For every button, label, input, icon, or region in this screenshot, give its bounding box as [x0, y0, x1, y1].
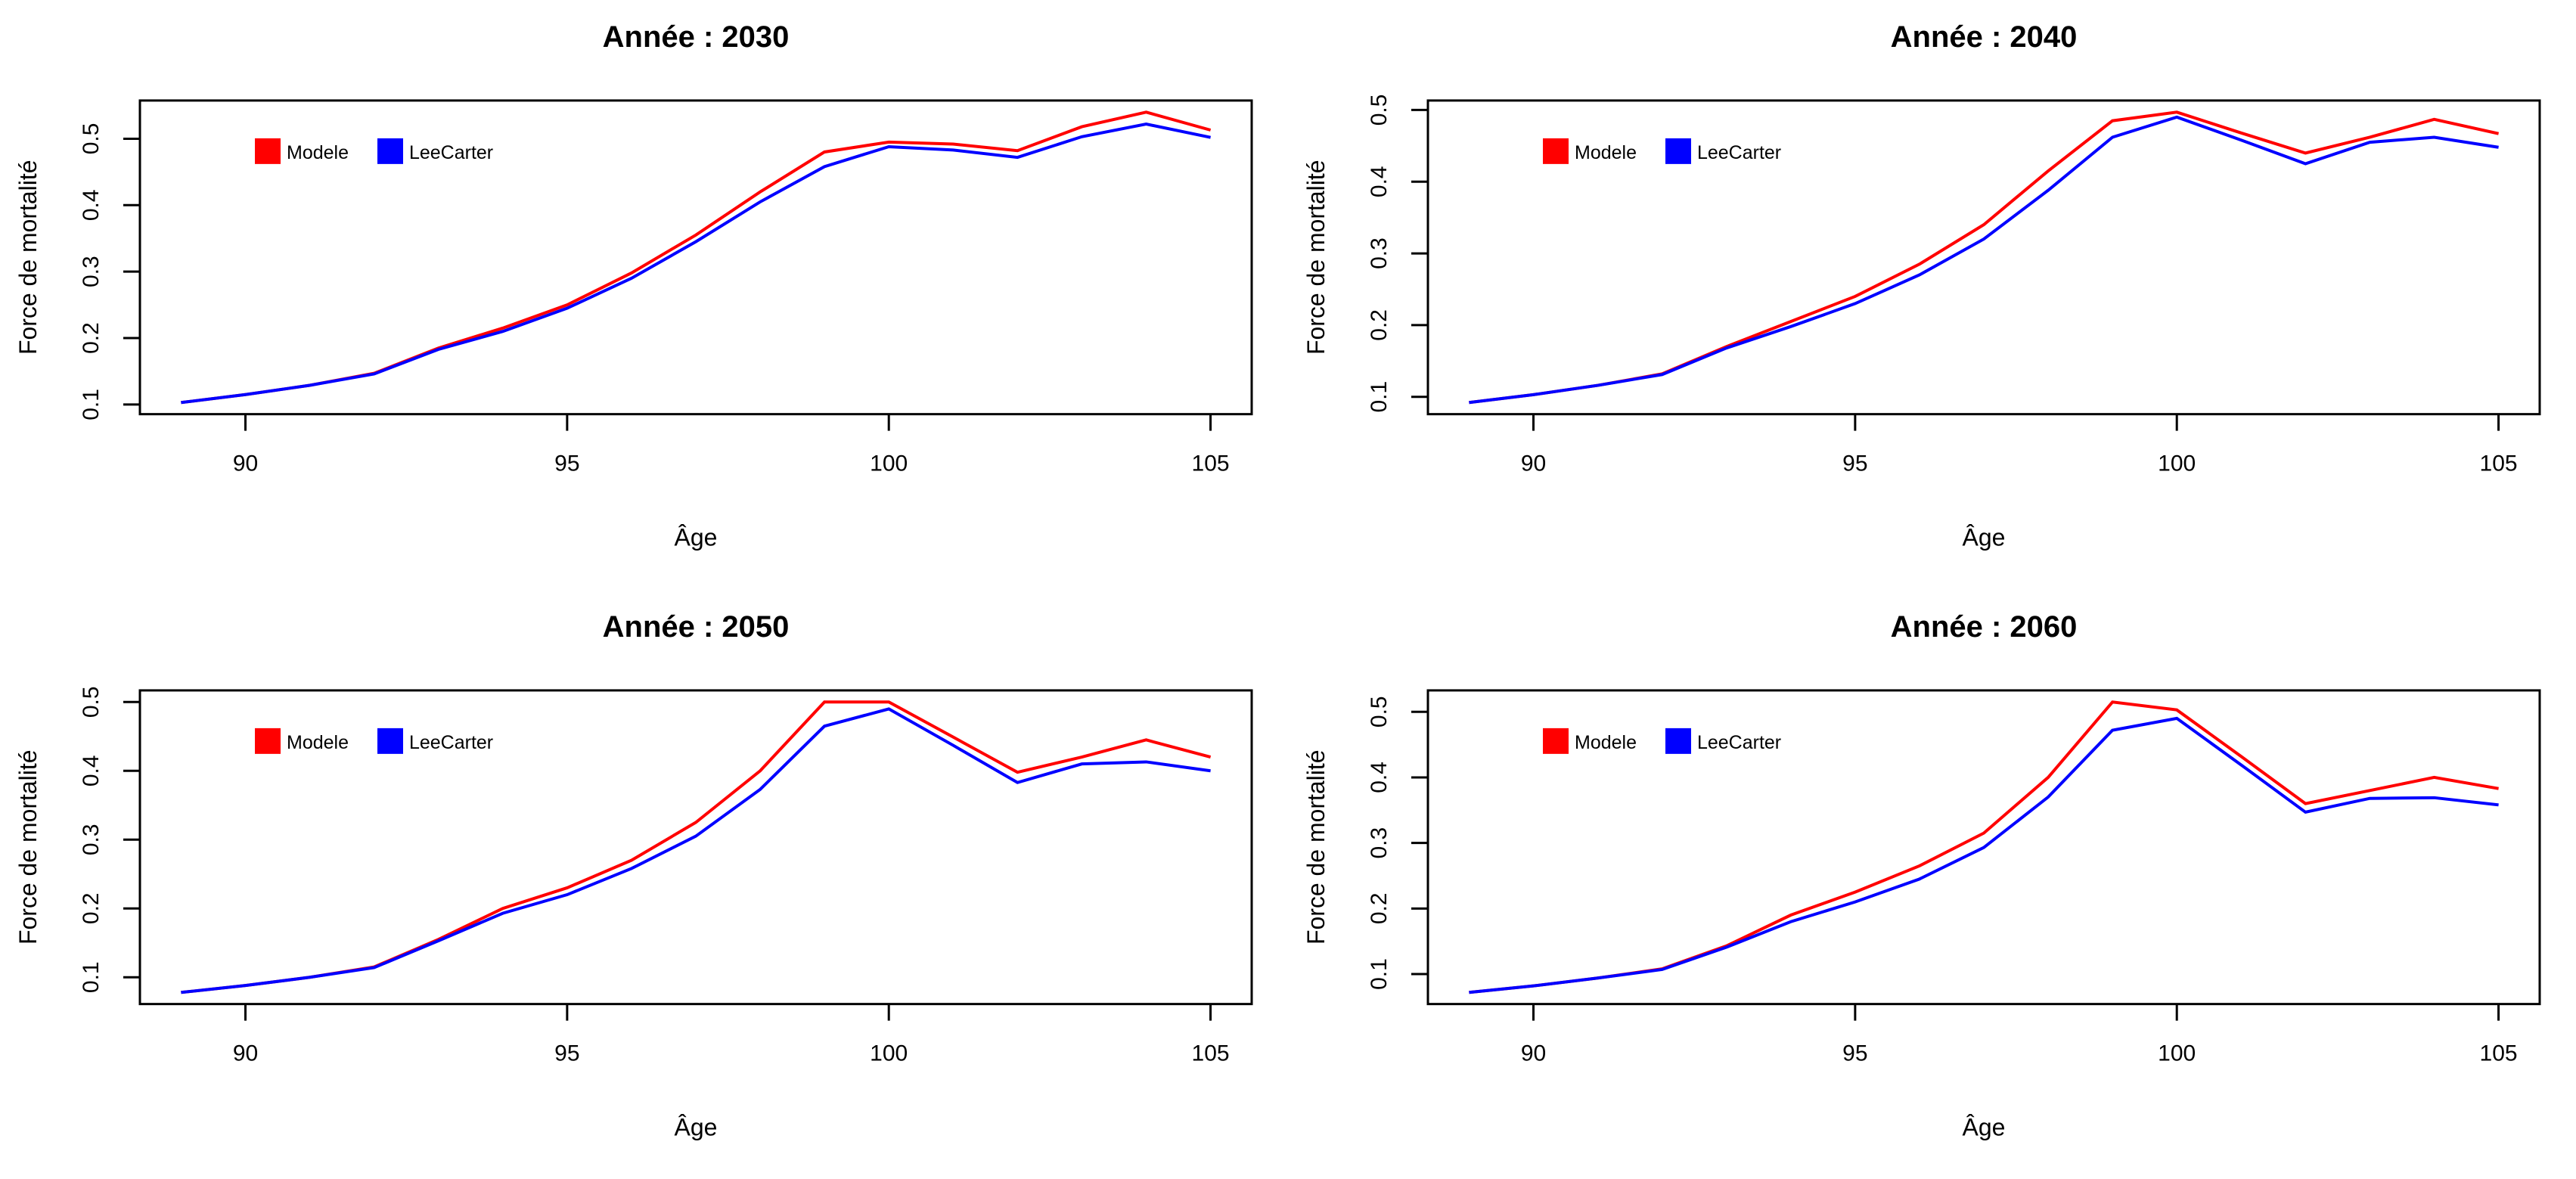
x-tick-label: 90 — [233, 1041, 258, 1066]
y-tick-label: 0.4 — [79, 755, 104, 787]
x-tick-label: 105 — [1192, 1041, 1230, 1066]
y-tick-label: 0.1 — [1367, 381, 1392, 413]
chart-annee-2050: Année : 2050 90 95 100 105 0.1 0.2 0.3 0.4 0.5 Âge… — [14, 610, 1253, 1140]
modele-legend-swatch-icon — [1543, 728, 1569, 754]
leecarter-legend-swatch-icon — [1665, 138, 1691, 164]
chart-title: Année : 2040 — [1891, 20, 2078, 54]
leecarter-line — [1469, 716, 2499, 994]
leecarter-line — [1469, 115, 2499, 405]
leecarter-legend-label: LeeCarter — [409, 731, 493, 752]
plot-box — [138, 688, 1253, 1005]
panel-annee-2050: Année : 2050 90 95 100 105 0.1 0.2 0.3 0.4 0.5 Âge… — [0, 590, 1288, 1179]
leecarter-legend-swatch-icon — [377, 728, 403, 754]
chart-title: Année : 2060 — [1891, 610, 2078, 643]
chart-annee-2040: Année : 2040 90 95 100 105 0.1 0.2 0.3 0.4 0.5 Âge… — [1302, 20, 2541, 551]
y-tick-label: 0.4 — [1367, 762, 1392, 793]
y-tick-label: 0.3 — [1367, 237, 1392, 269]
x-tick-label: 105 — [2480, 1041, 2518, 1066]
y-tick-label: 0.4 — [1367, 166, 1392, 197]
y-axis-label: Force de mortalité — [1302, 749, 1330, 945]
y-axis-label: Force de mortalité — [1302, 160, 1330, 355]
y-tick-label: 0.2 — [1367, 309, 1392, 341]
modele-legend-swatch-icon — [1543, 138, 1569, 164]
y-tick-label: 0.3 — [79, 256, 104, 287]
x-tick-label: 105 — [2480, 451, 2518, 476]
leecarter-line — [181, 706, 1211, 994]
panel-annee-2030: Année : 2030 90 95 100 105 0.1 0.2 0.3 0.4 0.5 Âge… — [0, 0, 1288, 590]
x-tick-label: 95 — [554, 451, 579, 476]
x-axis-label: Âge — [675, 1113, 718, 1140]
chart-annee-2060: Année : 2060 90 95 100 105 0.1 0.2 0.3 0.4 0.5 Âge… — [1302, 610, 2541, 1140]
plot-box — [1426, 688, 2541, 1005]
modele-legend-label: Modele — [287, 731, 349, 752]
y-tick-label: 0.1 — [79, 389, 104, 420]
x-tick-label: 95 — [554, 1041, 579, 1066]
y-tick-label: 0.2 — [79, 322, 104, 354]
x-tick-label: 90 — [233, 451, 258, 476]
x-axis-label: Âge — [675, 524, 718, 551]
x-tick-label: 90 — [1521, 451, 1546, 476]
modele-legend-label: Modele — [1575, 731, 1637, 752]
y-tick-label: 0.5 — [1367, 95, 1392, 126]
x-tick-label: 100 — [870, 1041, 908, 1066]
leecarter-legend-swatch-icon — [1665, 728, 1691, 754]
x-tick-label: 100 — [870, 451, 908, 476]
plot-box — [138, 99, 1253, 416]
plot-box — [1426, 99, 2541, 416]
y-tick-label: 0.5 — [79, 123, 104, 155]
x-axis-label: Âge — [1963, 1113, 2006, 1140]
y-axis-label: Force de mortalité — [14, 160, 42, 355]
chart-title: Année : 2050 — [603, 610, 790, 643]
x-tick-label: 100 — [2158, 1041, 2196, 1066]
modele-legend-swatch-icon — [255, 138, 281, 164]
modele-legend-swatch-icon — [255, 728, 281, 754]
leecarter-legend-swatch-icon — [377, 138, 403, 164]
y-tick-label: 0.3 — [1367, 827, 1392, 858]
y-tick-label: 0.2 — [1367, 892, 1392, 924]
y-tick-label: 0.5 — [1367, 696, 1392, 728]
chart-annee-2030: Année : 2030 90 95 100 105 0.1 0.2 0.3 0.4 0.5 Âge… — [14, 20, 1253, 551]
leecarter-legend-label: LeeCarter — [409, 142, 493, 163]
leecarter-legend-label: LeeCarter — [1697, 142, 1781, 163]
x-axis-label: Âge — [1963, 524, 2006, 551]
x-tick-label: 95 — [1842, 1041, 1867, 1066]
modele-legend-label: Modele — [287, 142, 349, 163]
y-tick-label: 0.2 — [79, 892, 104, 924]
panel-annee-2060: Année : 2060 90 95 100 105 0.1 0.2 0.3 0.4 0.5 Âge… — [1288, 590, 2576, 1179]
panel-annee-2040: Année : 2040 90 95 100 105 0.1 0.2 0.3 0.4 0.5 Âge… — [1288, 0, 2576, 590]
x-tick-label: 95 — [1842, 451, 1867, 476]
y-tick-label: 0.1 — [1367, 958, 1392, 990]
x-tick-label: 105 — [1192, 451, 1230, 476]
x-tick-label: 100 — [2158, 451, 2196, 476]
y-axis-label: Force de mortalité — [14, 749, 42, 945]
leecarter-legend-label: LeeCarter — [1697, 731, 1781, 752]
chart-title: Année : 2030 — [603, 20, 790, 54]
y-tick-label: 0.5 — [79, 686, 104, 718]
y-tick-label: 0.4 — [79, 189, 104, 221]
leecarter-line — [181, 123, 1212, 405]
y-tick-label: 0.3 — [79, 824, 104, 855]
y-tick-label: 0.1 — [79, 961, 104, 993]
modele-legend-label: Modele — [1575, 142, 1637, 163]
x-tick-label: 90 — [1521, 1041, 1546, 1066]
